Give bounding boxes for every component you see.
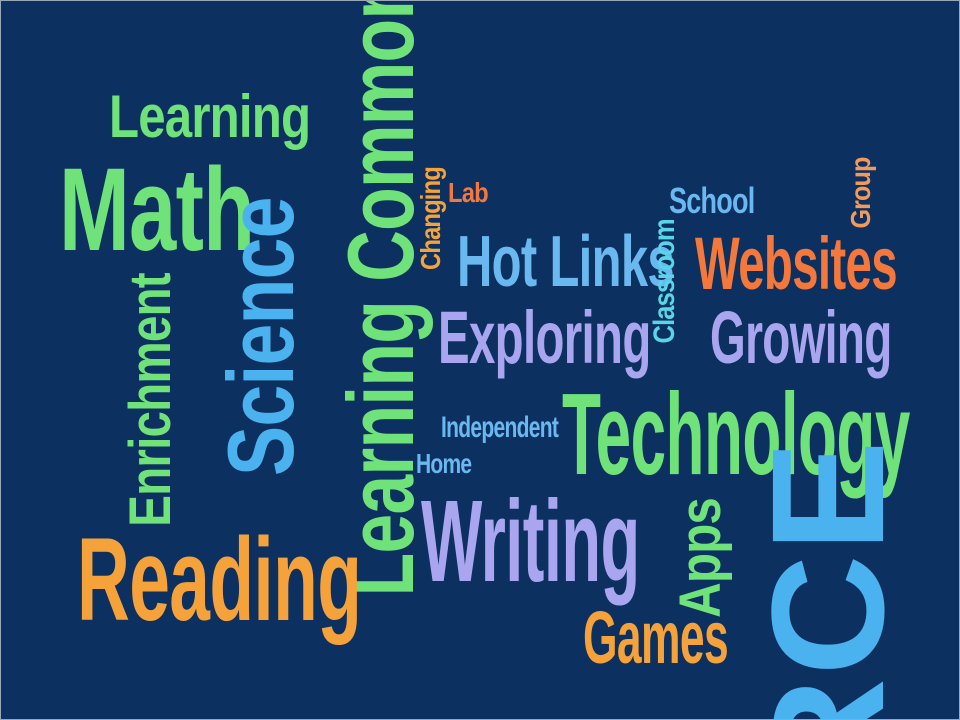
word-home: Home [416,448,472,479]
word-changing: Changing [415,167,446,270]
word-lab: Lab [448,177,489,208]
word-learning: Learning [109,83,311,150]
word-independent: Independent [441,411,559,444]
word-math: Math [59,144,255,276]
word-classroom: Classroom [648,219,681,344]
word-rce: RCE [738,438,917,720]
word-exploring: Exploring [438,296,651,379]
word-reading: Reading [77,514,362,646]
word-growing: Growing [710,296,892,379]
word-school: School [669,180,755,221]
word-websites: Websites [695,222,898,305]
word-hot-links: Hot Links [457,222,675,302]
word-science: Science [208,197,313,476]
word-technology: Technology [562,369,910,499]
word-enrichment: Enrichment [118,273,183,527]
word-writing: Writing [421,476,640,606]
word-games: Games [583,596,729,679]
